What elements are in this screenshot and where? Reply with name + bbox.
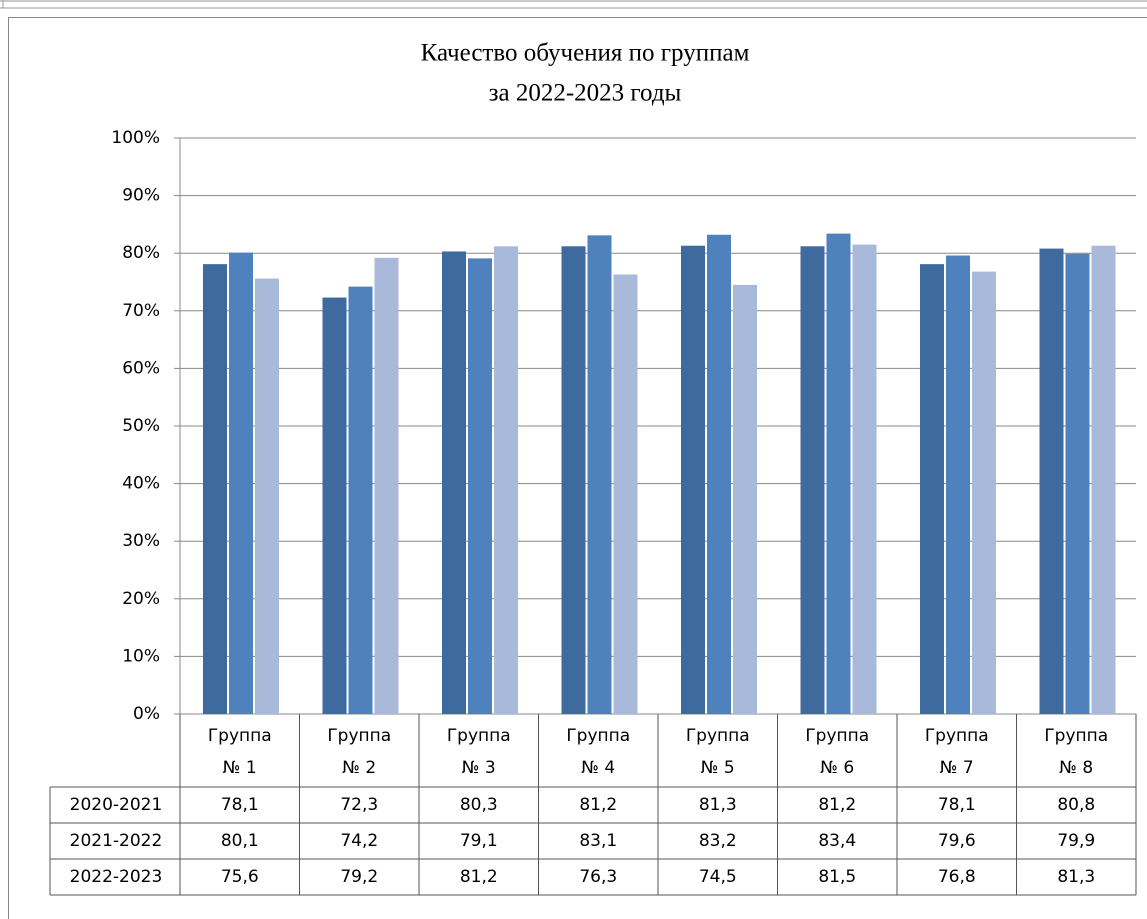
y-tick-label: 80% (122, 243, 160, 263)
y-tick-label: 60% (122, 358, 160, 378)
x-tick-label-line: Группа (686, 726, 750, 746)
table-cell: 83,4 (818, 831, 856, 851)
table-cell: 72,3 (340, 795, 378, 815)
table-cell: 79,9 (1057, 831, 1095, 851)
x-tick-label-line: Группа (805, 726, 869, 746)
table-cell: 78,1 (938, 795, 976, 815)
bar (733, 284, 757, 714)
x-tick-label-line: № 3 (462, 758, 496, 778)
bar (348, 286, 373, 714)
y-tick-label: 70% (122, 301, 160, 321)
chart-title: за 2022-2023 годы (489, 80, 682, 107)
legend-label: 2020-2021 (70, 795, 163, 815)
bar (681, 245, 705, 714)
x-tick-label-line: Группа (566, 726, 630, 746)
table-cell: 78,1 (221, 795, 259, 815)
x-tick-label-line: Группа (327, 726, 391, 746)
bar (255, 278, 279, 714)
x-tick-label: Группа № 7 (925, 726, 989, 778)
table-cell: 83,2 (699, 831, 737, 851)
table-cell: 79,1 (460, 831, 498, 851)
bar (1039, 248, 1064, 715)
x-tick-label-line: № 1 (223, 758, 257, 778)
y-tick-label: 90% (122, 186, 160, 206)
table-cell: 76,3 (579, 867, 617, 887)
table-cell: 74,2 (340, 831, 378, 851)
legend-label: 2022-2023 (70, 867, 163, 887)
bar (229, 252, 253, 714)
x-tick-label-line: Группа (447, 726, 511, 746)
table-cell: 79,2 (340, 867, 378, 887)
y-tick-label: 20% (122, 589, 160, 609)
y-tick-label: 30% (122, 531, 160, 551)
table-cell: 81,3 (699, 795, 737, 815)
legend-label: 2021-2022 (70, 831, 163, 851)
x-tick-label-line: Группа (1044, 726, 1108, 746)
table-cell: 81,2 (579, 795, 617, 815)
x-tick-label-line: № 2 (342, 758, 376, 778)
bar (587, 235, 612, 714)
y-tick-label: 50% (122, 416, 160, 436)
bar (442, 251, 466, 715)
x-tick-label: Группа № 1 (208, 726, 272, 778)
table-cell: 80,1 (221, 831, 259, 851)
table-cell: 80,8 (1057, 795, 1095, 815)
table-cell: 75,6 (221, 867, 259, 887)
x-tick-label-line: № 7 (940, 758, 974, 778)
y-tick-label: 40% (122, 474, 160, 494)
bar (322, 297, 347, 714)
y-tick-label: 10% (122, 646, 160, 666)
table-cell: 81,5 (818, 867, 856, 887)
y-tick-label: 0% (133, 704, 160, 724)
table-cell: 81,3 (1057, 867, 1095, 887)
x-tick-label-line: № 8 (1059, 758, 1093, 778)
x-tick-label-line: № 5 (701, 758, 735, 778)
table-cell: 80,3 (460, 795, 498, 815)
table-cell: 83,1 (579, 831, 617, 851)
bar (800, 246, 825, 714)
bar (494, 246, 518, 714)
x-tick-label-line: № 4 (581, 758, 615, 778)
x-tick-label: Группа № 2 (327, 726, 391, 778)
x-tick-label: Группа № 4 (566, 726, 630, 778)
x-tick-label-line: Группа (925, 726, 989, 746)
x-tick-label: Группа № 6 (805, 726, 869, 778)
x-tick-label-line: № 6 (820, 758, 854, 778)
x-tick-label: Группа № 8 (1044, 726, 1108, 778)
bar (1065, 253, 1090, 714)
table-cell: 81,2 (818, 795, 856, 815)
y-tick-label: 100% (111, 128, 160, 148)
bar (374, 257, 399, 714)
bar (707, 234, 731, 714)
bar (972, 271, 996, 714)
table-cell: 74,5 (699, 867, 737, 887)
bar (1091, 245, 1116, 714)
bar (852, 244, 877, 714)
bar (613, 274, 638, 714)
x-tick-label: Группа № 5 (686, 726, 750, 778)
table-cell: 76,8 (938, 867, 976, 887)
bar (920, 264, 944, 714)
bar (561, 246, 586, 714)
x-tick-label: Группа № 3 (447, 726, 511, 778)
bar (203, 264, 227, 714)
chart-title: Качество обучения по группам (421, 40, 750, 67)
bar (826, 233, 851, 714)
bar (468, 258, 492, 714)
table-cell: 79,6 (938, 831, 976, 851)
table-cell: 81,2 (460, 867, 498, 887)
bar (946, 255, 970, 714)
x-tick-label-line: Группа (208, 726, 272, 746)
